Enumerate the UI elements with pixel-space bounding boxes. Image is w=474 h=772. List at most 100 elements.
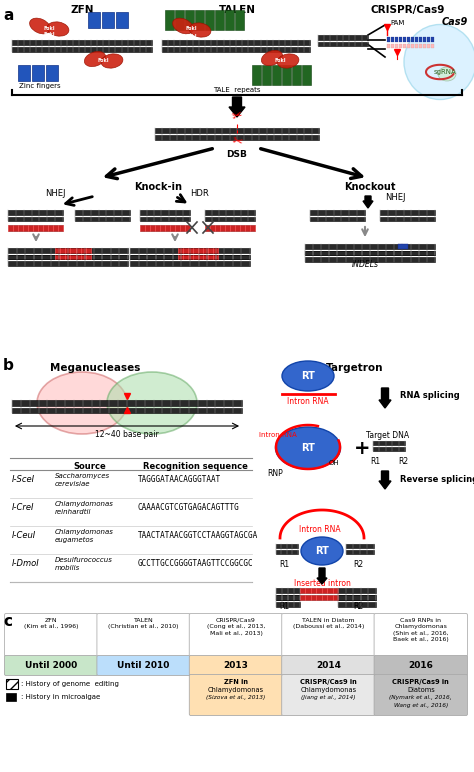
Bar <box>12 400 242 405</box>
Bar <box>395 44 399 48</box>
Bar <box>407 37 410 42</box>
Text: RT: RT <box>301 371 315 381</box>
Text: I-CreI: I-CreI <box>12 503 35 513</box>
Text: PAM: PAM <box>390 20 404 26</box>
Text: Recognition sequence: Recognition sequence <box>143 462 247 471</box>
Bar <box>305 244 435 249</box>
Bar <box>391 44 394 48</box>
Text: Knockout: Knockout <box>344 182 396 192</box>
Ellipse shape <box>261 50 283 66</box>
Ellipse shape <box>173 18 193 34</box>
Bar <box>423 37 427 42</box>
Bar <box>411 37 414 42</box>
Text: CRISPR/Cas9: CRISPR/Cas9 <box>371 5 445 15</box>
Bar <box>55 255 91 259</box>
Text: TAACTATAACGGTCCTAAGGTAGCGA: TAACTATAACGGTCCTAAGGTAGCGA <box>138 531 258 540</box>
Text: R2: R2 <box>398 457 408 466</box>
Bar <box>162 40 310 45</box>
Text: Knock-in: Knock-in <box>134 182 182 192</box>
Bar <box>8 255 128 259</box>
Text: 2016: 2016 <box>409 661 433 670</box>
Text: c: c <box>3 614 12 629</box>
Text: RT: RT <box>315 546 329 556</box>
Bar <box>130 255 250 259</box>
Bar <box>305 250 435 255</box>
Bar <box>205 225 255 231</box>
Bar <box>155 135 319 140</box>
Bar <box>419 37 422 42</box>
Text: (Nymark et al., 2016,: (Nymark et al., 2016, <box>390 695 452 700</box>
Bar <box>140 225 190 231</box>
Text: Cas9: Cas9 <box>442 17 468 27</box>
FancyBboxPatch shape <box>4 655 98 676</box>
Text: Until 2010: Until 2010 <box>118 661 170 670</box>
Bar <box>276 550 298 554</box>
Bar <box>46 65 58 81</box>
Text: GCCTTGCCGGGGTAAGTTCCGGCGC: GCCTTGCCGGGGTAAGTTCCGGCGC <box>138 560 254 568</box>
Text: R2: R2 <box>353 560 363 569</box>
Bar <box>318 35 368 39</box>
Bar <box>399 37 402 42</box>
FancyBboxPatch shape <box>374 675 467 716</box>
Text: Cas9 RNPs in
Chlamydomonas
(Shin et al., 2016,
Baek et al., 2016): Cas9 RNPs in Chlamydomonas (Shin et al.,… <box>393 618 449 642</box>
Bar <box>338 588 376 593</box>
Text: TALE  repeats: TALE repeats <box>213 87 261 93</box>
Bar <box>318 42 368 46</box>
Text: R2: R2 <box>353 602 363 611</box>
FancyBboxPatch shape <box>374 655 467 676</box>
Text: Zinc fingers: Zinc fingers <box>19 83 61 89</box>
Bar <box>130 248 250 252</box>
Bar <box>130 261 250 266</box>
Text: FokI: FokI <box>43 25 55 31</box>
Text: Until 2000: Until 2000 <box>25 661 77 670</box>
Bar <box>8 210 63 215</box>
Bar <box>8 261 128 266</box>
Text: 2013: 2013 <box>224 661 248 670</box>
Bar <box>276 602 300 607</box>
Text: b: b <box>3 358 14 373</box>
Ellipse shape <box>37 372 127 434</box>
Text: RNA splicing: RNA splicing <box>400 391 460 401</box>
Text: OH: OH <box>328 460 339 466</box>
Text: R1: R1 <box>279 560 289 569</box>
Text: (Jiang et al., 2014): (Jiang et al., 2014) <box>301 695 356 700</box>
Bar <box>12 408 242 413</box>
Bar <box>276 595 300 600</box>
Bar <box>178 255 218 259</box>
Text: Diatoms: Diatoms <box>407 687 435 693</box>
Text: Chlamydomonas
eugametos: Chlamydomonas eugametos <box>55 529 114 543</box>
Text: Meganucleases: Meganucleases <box>50 363 140 373</box>
Text: R1: R1 <box>370 457 380 466</box>
Bar <box>276 588 300 593</box>
Text: ✂: ✂ <box>230 108 244 124</box>
Bar <box>12 47 152 52</box>
Text: NHEJ: NHEJ <box>385 193 405 202</box>
Ellipse shape <box>47 22 69 36</box>
Bar <box>32 65 44 81</box>
Bar <box>55 248 91 252</box>
Ellipse shape <box>277 54 299 68</box>
Text: Chlamydomonas: Chlamydomonas <box>208 687 264 693</box>
Ellipse shape <box>189 23 211 37</box>
FancyBboxPatch shape <box>189 675 283 716</box>
Bar <box>205 216 255 221</box>
Text: CRISPR/Cas9
(Cong et al., 2013,
Mali et al., 2013): CRISPR/Cas9 (Cong et al., 2013, Mali et … <box>207 618 265 636</box>
Ellipse shape <box>301 537 343 565</box>
Bar <box>6 693 16 701</box>
Text: 12~40 base pair: 12~40 base pair <box>95 430 159 439</box>
FancyBboxPatch shape <box>374 614 467 656</box>
Bar <box>431 37 435 42</box>
Text: : History in microalgae: : History in microalgae <box>21 694 100 700</box>
Bar <box>262 65 271 85</box>
Bar <box>155 128 319 133</box>
Text: a: a <box>3 8 13 23</box>
Text: TAGGGATAACAGGGTAAT: TAGGGATAACAGGGTAAT <box>138 476 221 485</box>
Text: ✂: ✂ <box>230 134 244 150</box>
Bar <box>6 679 18 689</box>
Text: Reverse splicing: Reverse splicing <box>400 476 474 485</box>
Text: ZFN
(Kim et al., 1996): ZFN (Kim et al., 1996) <box>24 618 79 629</box>
Text: I-CeuI: I-CeuI <box>12 531 36 540</box>
Bar <box>415 44 419 48</box>
Text: sgRNA: sgRNA <box>434 69 456 75</box>
Text: R1: R1 <box>279 602 289 611</box>
